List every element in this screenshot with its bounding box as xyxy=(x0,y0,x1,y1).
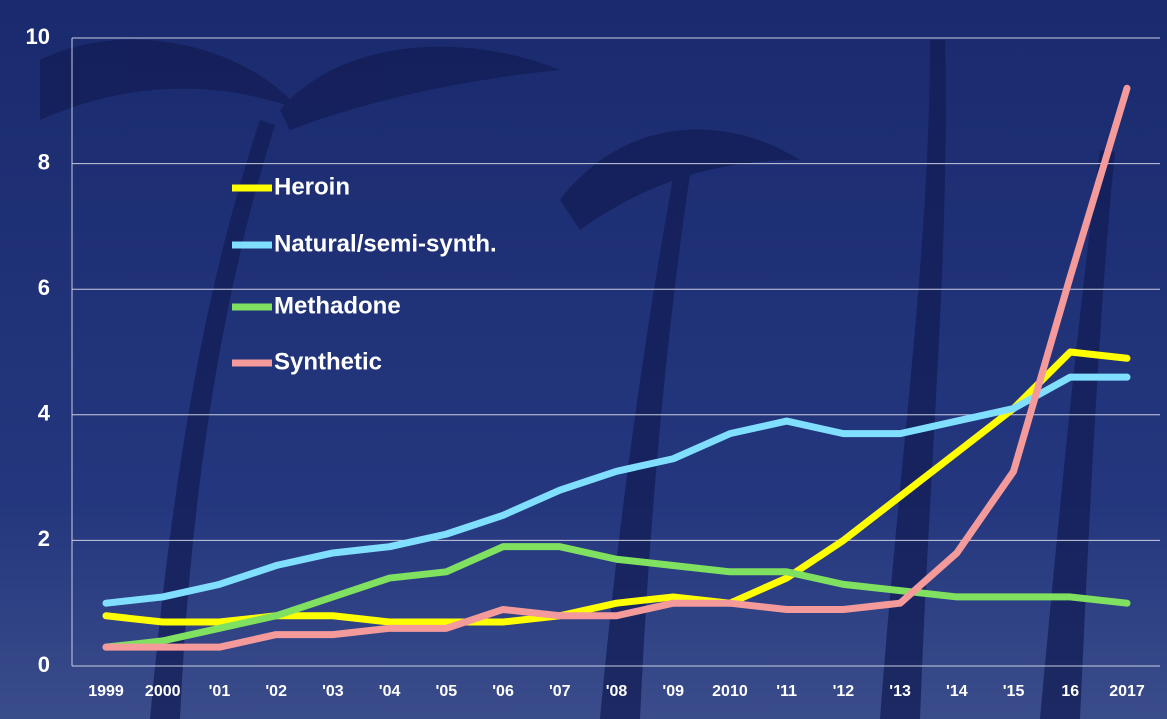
legend-label: Natural/semi-synth. xyxy=(274,230,497,257)
y-tick-label: 6 xyxy=(38,275,50,300)
x-tick-label: '02 xyxy=(265,683,287,700)
x-tick-label: '03 xyxy=(322,683,344,700)
x-tick-label: '11 xyxy=(776,683,797,700)
y-tick-label: 8 xyxy=(38,149,50,174)
legend-label: Heroin xyxy=(274,173,350,200)
x-tick-label: '04 xyxy=(379,683,401,700)
x-tick-label: 2017 xyxy=(1109,683,1145,700)
x-tick-label: '13 xyxy=(889,683,911,700)
x-tick-label: '05 xyxy=(436,683,458,700)
x-tick-label: '07 xyxy=(549,683,571,700)
x-tick-label: 2000 xyxy=(145,683,181,700)
y-tick-label: 2 xyxy=(38,526,50,551)
chart: 0 2 4 6 8 10 1999 2000 '01 '02 '03 '04 '05 '06 '07 '08 '… xyxy=(0,0,1167,719)
x-tick-label: '14 xyxy=(946,683,968,700)
x-tick-label: '12 xyxy=(833,683,855,700)
x-tick-label: 16 xyxy=(1061,683,1079,700)
y-tick-label: 4 xyxy=(38,401,51,426)
x-tick-label: '09 xyxy=(662,683,684,700)
x-tick-label: '08 xyxy=(606,683,628,700)
x-tick-label: '06 xyxy=(492,683,514,700)
x-tick-label: '01 xyxy=(209,683,231,700)
x-tick-label: 2010 xyxy=(712,683,748,700)
legend-label: Methadone xyxy=(274,292,401,319)
x-tick-label: '15 xyxy=(1003,683,1025,700)
y-tick-label: 0 xyxy=(38,652,50,677)
y-tick-label: 10 xyxy=(26,24,50,49)
x-tick-label: 1999 xyxy=(88,683,124,700)
legend-label: Synthetic xyxy=(274,348,382,375)
